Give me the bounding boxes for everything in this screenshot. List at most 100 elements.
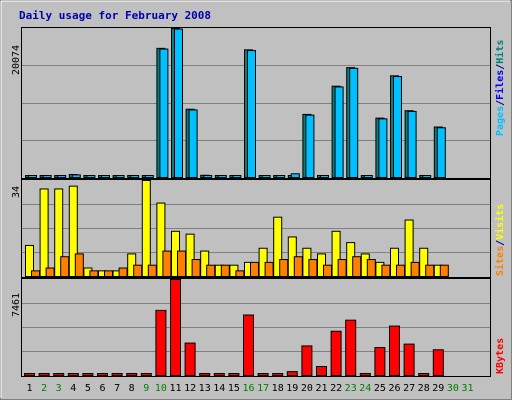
bar-visits-sites-visits-day-12 [185,233,195,278]
x-tick-label-23: 23 [345,383,357,394]
bar-kbytes-kbytes-day-8 [126,373,138,376]
bar-kbytes-kbytes-day-27 [403,343,415,376]
bar-kbytes-kbytes-day-3 [53,373,65,376]
legend-kbytes: KBytes [495,338,506,374]
bar-hits-files-pages-files-day-12 [188,109,198,178]
bar-kbytes-kbytes-day-11 [170,279,181,376]
bar-kbytes-kbytes-day-2 [38,373,50,376]
bar-kbytes-kbytes-day-21 [316,365,327,376]
bar-visits-sites-sites-day-26 [396,264,405,277]
bar-hits-files-pages-files-day-18 [276,175,286,178]
legend-sep-3: / [495,240,506,246]
bar-visits-sites-sites-day-2 [45,267,55,278]
bar-visits-sites-sites-day-16 [250,261,259,278]
bar-hits-files-pages-files-day-8 [130,175,140,178]
x-tick-label-10: 10 [155,383,167,394]
bar-kbytes-kbytes-day-28 [418,373,430,376]
x-tick-label-11: 11 [169,383,181,394]
bar-visits-sites-visits-day-18 [273,216,283,278]
bar-hits-files-pages-files-day-15 [232,175,242,178]
bar-visits-sites-sites-day-6 [104,270,113,277]
bar-hits-files-pages-files-day-23 [349,67,359,178]
x-tick-label-2: 2 [41,383,47,394]
bar-hits-files-pages-files-day-11 [174,28,183,178]
x-tick-label-15: 15 [228,383,240,394]
bar-hits-files-pages-files-day-5 [86,175,96,178]
x-tick-label-6: 6 [99,383,105,394]
x-tick-label-4: 4 [70,383,76,394]
bar-visits-sites-sites-day-1 [31,270,40,277]
x-tick-label-19: 19 [286,383,298,394]
bar-hits-files-pages-files-day-1 [28,175,37,178]
bar-hits-files-pages-files-day-26 [393,76,402,178]
chart-title: Daily usage for February 2008 [19,9,211,22]
bar-visits-sites-visits-day-3 [54,188,64,277]
bar-visits-sites-sites-day-28 [425,264,435,277]
bar-hits-files-pages-files-day-29 [436,127,446,178]
bar-visits-sites-sites-day-29 [439,264,449,277]
x-tick-label-29: 29 [432,383,444,394]
x-tick-label-5: 5 [85,383,91,394]
legend-sep-2: / [495,64,506,70]
bar-visits-sites-sites-day-17 [264,261,274,278]
bar-hits-files-pages-files-day-4 [71,174,81,179]
bar-hits-files-pages-files-day-28 [422,175,432,178]
bar-hits-files-pages-files-day-2 [42,175,52,178]
bar-kbytes-kbytes-day-7 [111,373,123,376]
bar-visits-sites-visits-day-22 [331,230,341,278]
bar-visits-sites-sites-day-14 [220,264,230,277]
bar-hits-files-pages-files-day-21 [320,175,329,178]
bar-visits-sites-sites-day-9 [147,264,157,277]
bar-hits-files-pages-files-day-20 [305,114,315,179]
x-tick-label-12: 12 [184,383,196,394]
bar-kbytes-kbytes-day-1 [24,373,35,376]
bar-visits-sites-sites-day-25 [381,264,391,277]
bar-kbytes-kbytes-day-13 [199,373,211,376]
x-tick-label-13: 13 [199,383,211,394]
bar-visits-sites-sites-day-21 [323,264,332,277]
bar-visits-sites-sites-day-23 [352,256,362,277]
x-tick-label-1: 1 [26,383,32,394]
x-tick-label-22: 22 [330,383,342,394]
bar-kbytes-kbytes-day-6 [97,373,108,376]
bar-hits-files-pages-files-day-14 [217,175,227,178]
legend-sites: Sites [494,246,506,276]
bar-hits-files-pages-files-day-10 [159,48,169,178]
bar-visits-sites-sites-day-10 [162,250,172,278]
bar-visits-sites-sites-day-18 [279,259,289,278]
bar-hits-files-pages-files-day-17 [261,175,271,178]
legend-sep-1: / [495,100,506,106]
bar-kbytes-kbytes-day-24 [359,373,371,376]
legend-visits-panel: Sites/Visits [494,204,506,276]
bar-hits-files-pages-files-day-16 [247,50,256,178]
bar-visits-sites-sites-day-15 [235,270,245,277]
x-tick-label-27: 27 [403,383,415,394]
x-tick-label-31: 31 [461,383,473,394]
x-tick-label-3: 3 [56,383,62,394]
bar-visits-sites-sites-day-27 [410,261,420,278]
x-tick-label-20: 20 [301,383,313,394]
bar-kbytes-kbytes-day-19 [286,371,298,376]
bar-visits-sites-visits-day-2 [39,188,49,277]
bar-visits-sites-sites-day-24 [366,259,376,278]
bar-hits-files-pages-files-day-27 [407,110,417,178]
bar-hits-files-pages-files-day-22 [334,86,344,178]
x-tick-label-26: 26 [388,383,400,394]
x-tick-label-8: 8 [129,383,135,394]
bar-visits-sites-visits-day-9 [141,180,151,277]
bar-kbytes-kbytes-day-4 [67,373,79,376]
bar-visits-sites-sites-day-3 [60,256,70,277]
bar-hits-files-pages-files-day-24 [363,175,373,178]
bar-kbytes-kbytes-day-14 [213,373,225,376]
legend-visits: Visits [494,204,506,240]
x-tick-label-25: 25 [374,383,386,394]
max-label-visits: 34 [11,186,22,198]
bar-visits-sites-sites-day-22 [337,259,347,278]
legend-files: Files [494,70,506,100]
bar-visits-sites-sites-day-11 [177,250,186,278]
bar-kbytes-kbytes-day-9 [140,373,152,376]
bar-kbytes-kbytes-day-15 [228,373,240,376]
bar-visits-sites-sites-day-5 [89,270,99,277]
bar-kbytes-kbytes-day-10 [155,309,167,376]
